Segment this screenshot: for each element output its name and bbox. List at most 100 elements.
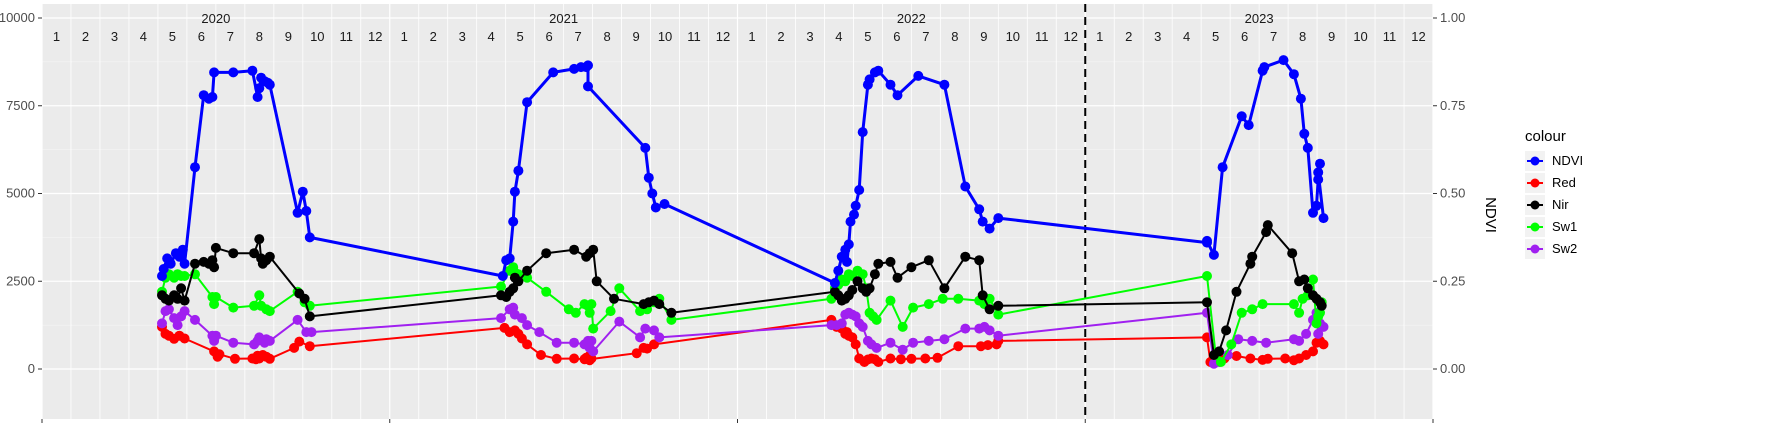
data-point-red — [584, 354, 595, 365]
data-point-sw2 — [614, 316, 625, 327]
data-point-red — [179, 333, 190, 344]
data-point-red — [536, 350, 546, 360]
data-point-ndvi — [583, 60, 593, 71]
data-point-sw2 — [228, 337, 239, 348]
month-label: 5 — [517, 29, 524, 44]
data-point-sw1 — [1226, 339, 1237, 350]
data-point-sw1 — [496, 281, 506, 292]
data-point-ndvi — [1313, 167, 1324, 178]
left-tick-label: 0 — [28, 361, 35, 376]
legend-key-point — [1530, 156, 1540, 166]
legend-label: Red — [1552, 175, 1576, 190]
data-point-sw1 — [541, 286, 552, 297]
data-point-red — [850, 339, 861, 350]
right-tick-label: 1.00 — [1440, 10, 1465, 25]
data-point-nir — [1316, 300, 1327, 311]
month-label: 12 — [1411, 29, 1425, 44]
data-point-sw1 — [871, 314, 882, 325]
data-point-nir — [1247, 251, 1258, 262]
data-point-ndvi — [304, 232, 315, 243]
legend-item-sw1: Sw1 — [1525, 217, 1577, 237]
month-label: 6 — [1241, 29, 1248, 44]
data-point-red — [1318, 339, 1329, 350]
data-point-sw1 — [1294, 307, 1305, 318]
month-label: 6 — [893, 29, 900, 44]
data-point-ndvi — [1288, 69, 1299, 80]
data-point-ndvi — [643, 172, 654, 183]
data-point-sw1 — [953, 293, 964, 304]
data-point-sw2 — [157, 318, 167, 329]
month-label: 9 — [980, 29, 987, 44]
data-point-sw2 — [836, 318, 847, 329]
data-point-nir — [993, 300, 1004, 311]
data-point-nir — [906, 262, 917, 273]
month-label: 9 — [285, 29, 292, 44]
data-point-nir — [1221, 325, 1232, 336]
data-point-sw1 — [264, 306, 275, 317]
data-point-nir — [666, 307, 677, 318]
month-label: 10 — [658, 29, 672, 44]
data-point-ndvi — [833, 265, 844, 276]
data-point-ndvi — [247, 65, 258, 76]
data-point-sw1 — [605, 306, 616, 317]
year-labels: 2020 2021 2022 2023 — [201, 11, 1273, 26]
month-label: 3 — [459, 29, 466, 44]
legend-item-red: Red — [1525, 173, 1576, 193]
data-point-sw1 — [1288, 299, 1299, 310]
data-point-red — [631, 348, 642, 359]
month-label: 9 — [632, 29, 639, 44]
month-label: 8 — [951, 29, 958, 44]
grid-layer — [41, 4, 1434, 419]
data-point-sw2 — [908, 337, 919, 348]
legend: colour NDVI Red Nir Sw1 Sw2 — [1525, 128, 1583, 259]
month-label: 3 — [1154, 29, 1161, 44]
legend-title: colour — [1525, 128, 1566, 145]
year-label: 2021 — [549, 11, 578, 26]
data-point-nir — [1302, 283, 1313, 294]
data-point-red — [1245, 353, 1256, 364]
left-tick-label: 5000 — [6, 186, 35, 201]
data-point-ndvi — [1302, 142, 1313, 153]
data-point-sw2 — [1301, 328, 1312, 339]
data-point-nir — [304, 311, 315, 322]
data-point-sw2 — [993, 330, 1004, 341]
data-point-ndvi — [849, 209, 859, 220]
data-point-sw2 — [939, 334, 950, 345]
right-tick-label: 0.00 — [1440, 361, 1465, 376]
data-point-red — [522, 339, 533, 350]
month-label: 7 — [1270, 29, 1277, 44]
data-point-nir — [1231, 286, 1242, 297]
data-point-ndvi — [1315, 158, 1325, 169]
data-point-nir — [209, 262, 220, 273]
data-point-ndvi — [647, 188, 658, 199]
legend-key-point — [1530, 178, 1540, 188]
data-point-sw1 — [1247, 304, 1258, 315]
data-point-ndvi — [993, 213, 1004, 224]
series-nir — [157, 220, 1327, 360]
data-point-red — [569, 353, 580, 364]
data-point-red — [1308, 346, 1318, 357]
month-label: 1 — [53, 29, 60, 44]
data-point-nir — [885, 256, 896, 267]
month-label: 2 — [777, 29, 784, 44]
data-point-sw1 — [1215, 357, 1226, 367]
data-point-ndvi — [583, 81, 593, 92]
data-point-nir — [1202, 297, 1212, 308]
data-point-nir — [176, 283, 187, 294]
left-tick-label: 7500 — [6, 98, 35, 113]
data-point-ndvi — [1318, 213, 1329, 224]
year-label: 2023 — [1245, 11, 1274, 26]
data-point-nir — [591, 276, 602, 287]
data-point-red — [214, 349, 225, 360]
legend-label: Sw2 — [1552, 241, 1577, 256]
legend-item-sw2: Sw2 — [1525, 239, 1577, 259]
data-point-sw2 — [871, 342, 882, 353]
data-point-nir — [588, 244, 599, 255]
data-point-ndvi — [513, 165, 524, 176]
data-point-nir — [249, 248, 260, 259]
month-label: 8 — [603, 29, 610, 44]
data-point-ndvi — [1278, 55, 1289, 66]
data-point-sw1 — [857, 269, 868, 280]
data-point-ndvi — [548, 67, 559, 78]
data-point-ndvi — [1259, 62, 1270, 73]
